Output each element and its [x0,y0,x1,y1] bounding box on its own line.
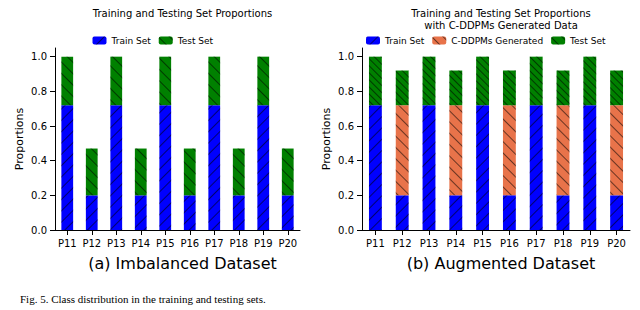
svg-text:Train Set: Train Set [111,36,152,46]
svg-text:Test Set: Test Set [177,36,214,46]
svg-text:0.0: 0.0 [338,225,354,236]
svg-text:Training and Testing Set Propo: Training and Testing Set Proportions [92,8,272,19]
svg-text:P13: P13 [107,238,126,249]
svg-text:P20: P20 [607,238,626,249]
svg-text:0.4: 0.4 [31,155,47,166]
svg-text:1.0: 1.0 [31,51,47,62]
svg-text:Train Set: Train Set [384,36,425,46]
svg-text:Training and Testing Set Propo: Training and Testing Set Proportions [410,8,590,19]
svg-text:0.2: 0.2 [31,190,47,201]
svg-text:P16: P16 [180,238,199,249]
svg-text:P11: P11 [366,238,385,249]
svg-text:P18: P18 [229,238,248,249]
svg-text:P17: P17 [527,238,546,249]
svg-text:P12: P12 [393,238,412,249]
svg-text:P14: P14 [131,238,150,249]
svg-text:0.8: 0.8 [31,86,47,97]
svg-text:P15: P15 [156,238,175,249]
svg-text:0.4: 0.4 [338,155,354,166]
svg-text:C-DDPMs Generated: C-DDPMs Generated [451,36,543,46]
svg-text:P19: P19 [254,238,273,249]
svg-text:P18: P18 [554,238,573,249]
svg-text:P11: P11 [58,238,77,249]
svg-text:Proportions: Proportions [320,107,333,170]
svg-text:(a) Imbalanced Dataset: (a) Imbalanced Dataset [88,254,277,273]
svg-text:0.8: 0.8 [338,86,354,97]
svg-text:Fig. 5. Class distribution in: Fig. 5. Class distribution in the traini… [20,293,266,305]
svg-text:P16: P16 [500,238,519,249]
svg-text:P13: P13 [420,238,439,249]
svg-text:P15: P15 [473,238,492,249]
svg-text:0.2: 0.2 [338,190,354,201]
svg-text:with C-DDPMs Generated Data: with C-DDPMs Generated Data [424,20,578,31]
svg-text:0.6: 0.6 [31,121,47,132]
svg-text:P20: P20 [278,238,297,249]
svg-text:P19: P19 [580,238,599,249]
svg-text:P12: P12 [82,238,101,249]
svg-text:0.6: 0.6 [338,121,354,132]
svg-text:1.0: 1.0 [338,51,354,62]
svg-text:0.0: 0.0 [31,225,47,236]
svg-text:Test Set: Test Set [569,36,606,46]
svg-text:(b) Augmented Dataset: (b) Augmented Dataset [407,254,596,273]
svg-text:P14: P14 [446,238,465,249]
svg-text:P17: P17 [205,238,224,249]
svg-text:Proportions: Proportions [13,107,26,170]
